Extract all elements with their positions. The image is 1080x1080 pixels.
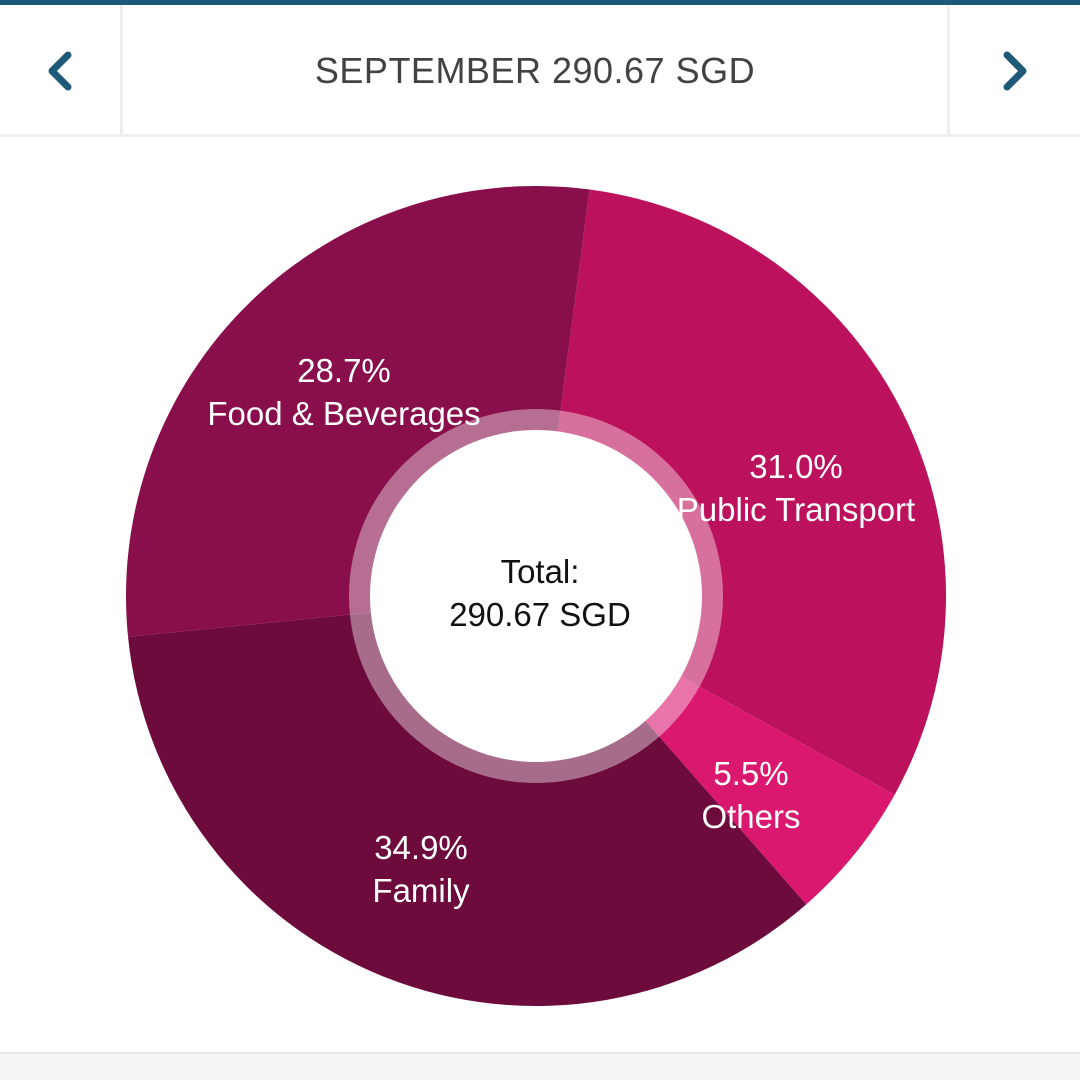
slice-percent: 5.5% bbox=[713, 755, 789, 792]
slice-label-others: 5.5% Others bbox=[581, 752, 921, 838]
slice-percent: 28.7% bbox=[297, 352, 391, 389]
next-month-button[interactable] bbox=[947, 5, 1080, 137]
slice-category: Others bbox=[701, 798, 801, 835]
month-header: SEPTEMBER 290.67 SGD bbox=[0, 5, 1080, 137]
top-accent-bar bbox=[0, 0, 1080, 5]
slice-percent: 31.0% bbox=[749, 448, 843, 485]
donut-center-label: Total: 290.67 SGD bbox=[380, 550, 700, 650]
slice-label-public-transport: 31.0% Public Transport bbox=[626, 445, 966, 531]
bottom-panel-edge bbox=[0, 1052, 1080, 1080]
month-total-title: SEPTEMBER 290.67 SGD bbox=[314, 50, 756, 91]
chevron-left-icon bbox=[48, 51, 72, 91]
total-caption: Total: bbox=[500, 553, 580, 590]
slice-category: Family bbox=[372, 872, 470, 909]
donut-chart-svg bbox=[126, 185, 946, 1006]
slice-label-family: 34.9% Family bbox=[251, 826, 591, 912]
slice-label-food-beverages: 28.7% Food & Beverages bbox=[174, 349, 514, 435]
total-value: 290.67 SGD bbox=[449, 596, 631, 633]
previous-month-button[interactable] bbox=[0, 5, 123, 137]
chevron-right-icon bbox=[1003, 51, 1027, 91]
expense-donut-chart: Total: 290.67 SGD 31.0% Public Transport… bbox=[0, 140, 1080, 1052]
slice-family[interactable] bbox=[128, 596, 807, 1006]
donut-center-hole bbox=[370, 430, 702, 762]
slice-category: Public Transport bbox=[676, 491, 916, 528]
slice-percent: 34.9% bbox=[374, 829, 468, 866]
slice-category: Food & Beverages bbox=[207, 395, 481, 432]
